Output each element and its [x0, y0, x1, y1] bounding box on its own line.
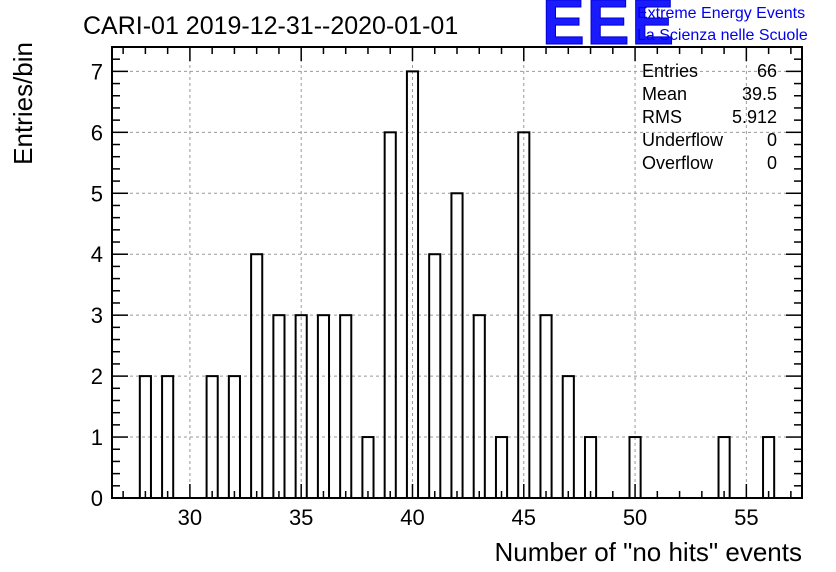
x-axis-title: Number of "no hits" events — [495, 537, 803, 567]
y-axis-title: Entries/bin — [8, 42, 38, 165]
histogram-bar — [272, 314, 286, 500]
histogram-bar — [583, 436, 598, 499]
histogram-bar — [405, 70, 420, 499]
x-tick-label: 55 — [734, 505, 758, 530]
x-tick-label: 30 — [178, 505, 202, 530]
stats-label: Underflow — [642, 130, 724, 150]
eee-logo-mark: EEE — [542, 0, 676, 58]
stats-label: Entries — [642, 61, 698, 81]
x-tick-label: 35 — [289, 505, 313, 530]
y-tick-label: 2 — [91, 364, 103, 389]
stats-label: RMS — [642, 107, 682, 127]
histogram-bar — [762, 436, 776, 499]
stats-value: 5.912 — [732, 107, 777, 127]
stats-value: 66 — [757, 61, 777, 81]
logo-line-2: La Scienza nelle Scuole — [637, 27, 808, 44]
y-tick-label: 0 — [91, 486, 103, 511]
y-tick-label: 7 — [91, 59, 103, 84]
chart-title: CARI-01 2019-12-31--2020-01-01 — [83, 12, 458, 40]
histogram-bars — [138, 70, 776, 500]
y-tick-label: 4 — [91, 242, 103, 267]
y-tick-label: 6 — [91, 120, 103, 145]
stats-box: Entries 66 Mean 39.5 RMS 5.912 Underflow 0 Overf… — [642, 61, 777, 173]
logo-line-1: Extreme Energy Events — [637, 5, 805, 22]
histogram-bar — [472, 314, 486, 500]
histogram-bar — [539, 314, 553, 500]
y-tick-label: 3 — [91, 303, 103, 328]
stats-value: 0 — [767, 130, 777, 150]
x-tick-label: 40 — [400, 505, 424, 530]
y-tick-label: 5 — [91, 181, 103, 206]
x-tick-label: 50 — [623, 505, 647, 530]
axis-ticks — [112, 46, 802, 499]
stats-label: Mean — [642, 84, 687, 104]
histogram-bar — [316, 314, 331, 500]
histogram-bar — [450, 192, 464, 499]
plot-frame — [111, 46, 803, 499]
histogram-bar — [339, 314, 353, 500]
stats-value: 39.5 — [742, 84, 777, 104]
histogram-bar — [494, 436, 509, 499]
histogram-bar — [361, 436, 375, 499]
histogram-bar — [717, 436, 731, 499]
y-tick-label: 1 — [91, 425, 103, 450]
stats-value: 0 — [767, 153, 777, 173]
stats-label: Overflow — [642, 153, 714, 173]
grid-lines — [112, 47, 802, 498]
x-tick-label: 45 — [512, 505, 536, 530]
